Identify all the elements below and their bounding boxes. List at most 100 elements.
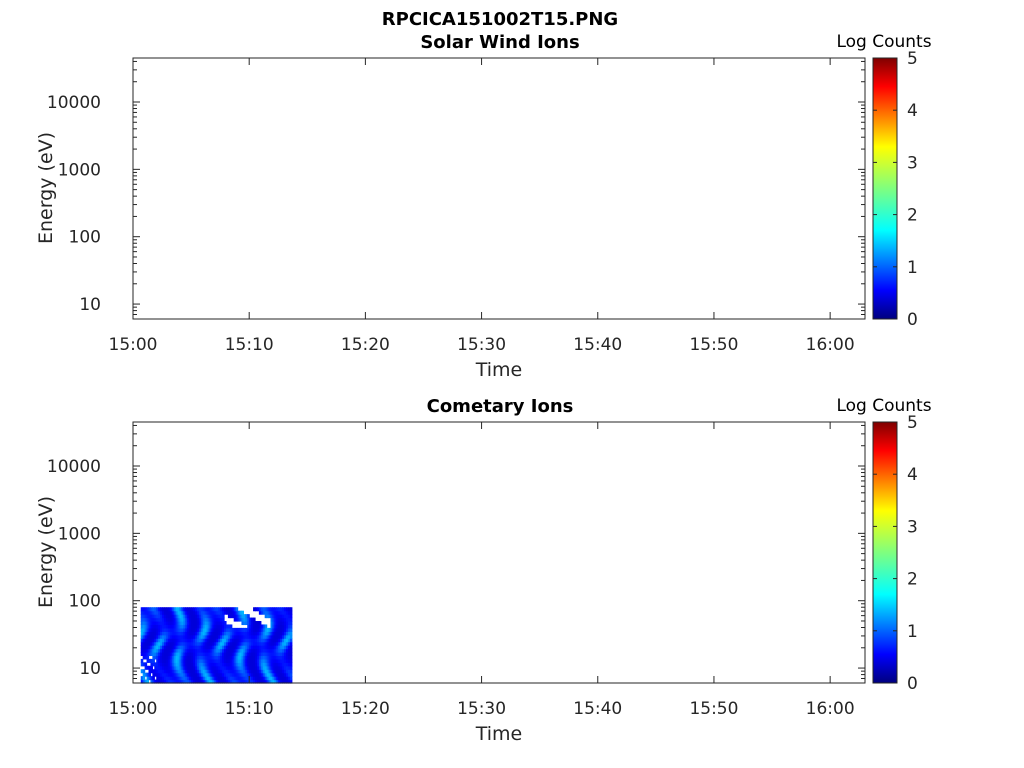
heatmap-cell: [193, 631, 196, 636]
heatmap-cell: [140, 662, 144, 667]
heatmap-cell: [175, 648, 179, 653]
heatmap-cell: [216, 621, 219, 626]
heatmap-cell: [231, 638, 235, 643]
heatmap-cell: [198, 634, 202, 639]
heatmap-cell: [177, 645, 181, 650]
heatmap-cell: [235, 679, 239, 684]
heatmap-cell: [224, 669, 227, 674]
heatmap-cell: [255, 607, 258, 612]
heatmap-cell: [255, 655, 258, 660]
heatmap-cell: [227, 607, 231, 612]
heatmap-cell: [198, 676, 202, 681]
heatmap-cell: [212, 672, 215, 677]
y-tick-label: 100: [69, 592, 101, 612]
heatmap-cell: [163, 662, 167, 667]
heatmap-cell: [156, 669, 159, 674]
heatmap-cell: [233, 652, 237, 657]
heatmap-cell: [274, 672, 277, 677]
heatmap-cell: [243, 645, 246, 650]
heatmap-cell: [208, 676, 212, 681]
heatmap-cell: [185, 607, 188, 612]
heatmap-cell: [268, 662, 272, 667]
heatmap-cell: [165, 676, 169, 681]
heatmap-cell: [158, 665, 161, 670]
heatmap-cell: [177, 638, 181, 643]
y-tick-label: 1000: [58, 524, 101, 544]
heatmap-cell: [191, 621, 194, 626]
heatmap-cell: [285, 652, 289, 657]
heatmap-cell: [285, 658, 289, 663]
heatmap-cell: [229, 638, 233, 643]
heatmap-cell: [282, 638, 285, 643]
heatmap-cell: [175, 658, 179, 663]
heatmap-cell: [276, 627, 279, 632]
heatmap-cell: [274, 621, 277, 626]
heatmap-cell: [196, 617, 200, 622]
heatmap-cell: [214, 621, 217, 626]
heatmap-cell: [198, 607, 202, 612]
heatmap-cell: [187, 610, 190, 615]
heatmap-cell: [222, 641, 225, 646]
heatmap-cell: [173, 614, 177, 619]
heatmap-cell: [241, 679, 244, 684]
heatmap-cell: [222, 658, 225, 663]
heatmap-cell: [162, 621, 165, 626]
heatmap-cell: [284, 676, 287, 681]
heatmap-cell: [268, 638, 272, 643]
heatmap-cell: [287, 652, 291, 657]
heatmap-cell: [185, 655, 188, 660]
heatmap-cell: [169, 655, 173, 660]
heatmap-cell: [171, 676, 175, 681]
heatmap-cell: [167, 645, 171, 650]
heatmap-cell: [142, 641, 146, 646]
heatmap-cell: [264, 679, 268, 684]
heatmap-cell: [194, 662, 198, 667]
heatmap-cell: [231, 648, 235, 653]
heatmap-cell: [278, 610, 281, 615]
heatmap-cell: [285, 655, 289, 660]
heatmap-cell: [272, 645, 275, 650]
heatmap-cell: [144, 607, 148, 612]
heatmap-cell: [206, 638, 210, 643]
heatmap-cell: [220, 655, 223, 660]
heatmap-cell: [200, 648, 204, 653]
heatmap-cell: [264, 641, 268, 646]
heatmap-cell: [210, 631, 213, 636]
heatmap-cell: [200, 624, 204, 629]
heatmap-cell: [167, 638, 171, 643]
heatmap-cell: [268, 627, 272, 632]
heatmap-cell: [216, 658, 219, 663]
heatmap-cell: [162, 676, 165, 681]
heatmap-cell: [175, 679, 179, 684]
heatmap-cell: [165, 658, 169, 663]
heatmap-cell: [189, 617, 192, 622]
heatmap-cell: [233, 658, 237, 663]
heatmap-cell: [237, 617, 241, 622]
colorbar-tick-label: 0: [907, 674, 918, 694]
heatmap-cell: [191, 614, 194, 619]
heatmap-cell: [179, 679, 183, 684]
heatmap-cell: [249, 638, 252, 643]
heatmap-cell: [196, 627, 200, 632]
heatmap-cell: [152, 672, 155, 677]
heatmap-cell: [208, 652, 212, 657]
heatmap-cell: [148, 621, 152, 626]
heatmap-cell: [158, 669, 161, 674]
heatmap-cell: [255, 652, 258, 657]
heatmap-cell: [278, 607, 281, 612]
heatmap-cell: [204, 658, 208, 663]
heatmap-cell: [231, 665, 235, 670]
heatmap-cell: [224, 676, 227, 681]
heatmap-cell: [220, 669, 223, 674]
heatmap-cell: [284, 648, 287, 653]
heatmap-cell: [280, 676, 283, 681]
heatmap-cell: [274, 614, 277, 619]
heatmap-cell: [208, 672, 212, 677]
heatmap-cell: [285, 607, 289, 612]
heatmap-cell: [231, 676, 235, 681]
heatmap-cell: [175, 669, 179, 674]
x-tick-label: 16:00: [806, 699, 855, 719]
heatmap-cell: [249, 634, 252, 639]
heatmap-cell: [256, 652, 260, 657]
